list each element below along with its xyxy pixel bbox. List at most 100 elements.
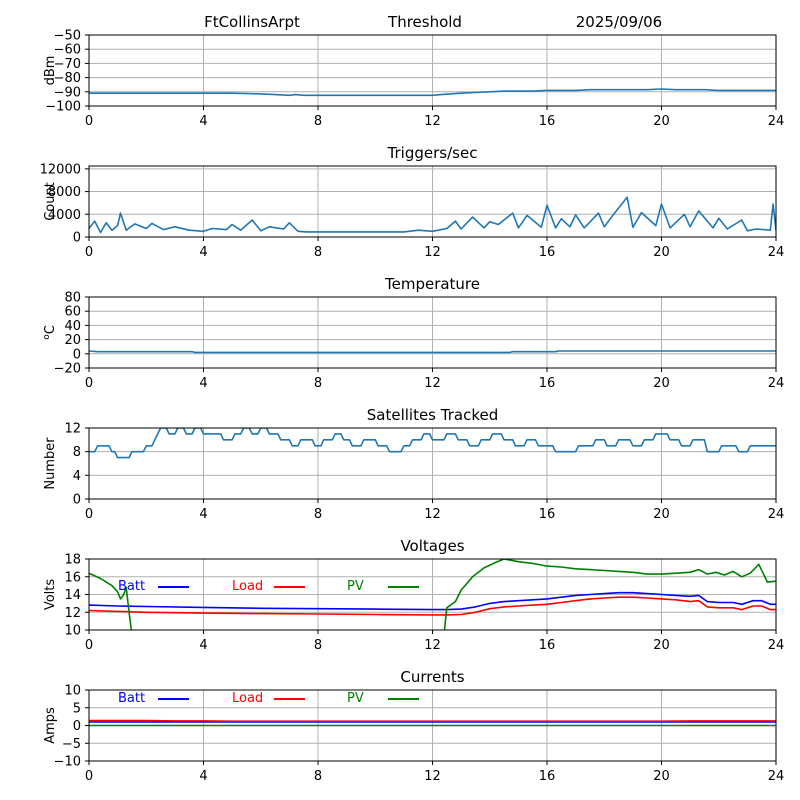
- y-tick-label: 10: [64, 684, 81, 699]
- y-axis-label: Volts: [43, 579, 58, 611]
- y-tick-label: 40: [64, 319, 81, 334]
- y-tick-label: −70: [54, 57, 81, 72]
- y-tick-label: 12000: [40, 162, 81, 177]
- chart-panel-triggers: 0 4 8 12 16 20 24 0 4000 8000 12000 Triggers/sec Cou…: [40, 144, 785, 260]
- x-tick-label: 0: [85, 638, 93, 653]
- x-tick-label: 24: [768, 507, 785, 522]
- x-tick-label: 20: [653, 245, 670, 260]
- x-tick-label: 24: [768, 638, 785, 653]
- panel-title: Currents: [400, 668, 464, 686]
- y-tick-label: −60: [54, 43, 81, 58]
- series-line-triggers: [89, 196, 776, 234]
- x-tick-label: 8: [314, 507, 322, 522]
- panel-title: Satellites Tracked: [367, 406, 498, 424]
- y-tick-label: 80: [64, 291, 81, 306]
- y-tick-label: −50: [54, 29, 81, 44]
- legend-label-load: Load: [232, 579, 263, 594]
- x-tick-label: 8: [314, 114, 322, 129]
- x-tick-label: 12: [424, 507, 441, 522]
- x-tick-label: 24: [768, 769, 785, 784]
- x-tick-label: 24: [768, 376, 785, 391]
- station-name: FtCollinsArpt: [204, 13, 300, 31]
- series-line-load: [89, 596, 776, 616]
- series-line-load: [89, 719, 776, 723]
- y-tick-label: −10: [54, 755, 81, 770]
- x-tick-label: 16: [539, 507, 556, 522]
- x-tick-label: 0: [85, 245, 93, 260]
- x-tick-label: 20: [653, 114, 670, 129]
- y-tick-label: 5: [73, 701, 81, 716]
- y-tick-label: 16: [64, 570, 81, 585]
- x-tick-label: 12: [424, 769, 441, 784]
- x-tick-label: 16: [539, 769, 556, 784]
- x-tick-label: 16: [539, 245, 556, 260]
- chart-panel-currents: 0 4 8 12 16 20 24 −10 −5 0 5 10 Currents Amps Batt Load…: [43, 668, 784, 784]
- x-tick-label: 8: [314, 638, 322, 653]
- legend-label-pv: PV: [347, 579, 364, 594]
- x-tick-label: 12: [424, 376, 441, 391]
- panel-title: Triggers/sec: [387, 144, 478, 162]
- figure-date: 2025/09/06: [576, 13, 662, 31]
- panel-title: Temperature: [384, 275, 480, 293]
- y-axis-label: Count: [43, 182, 58, 221]
- x-tick-label: 12: [424, 114, 441, 129]
- x-tick-label: 4: [199, 769, 207, 784]
- legend-label-batt: Batt: [118, 691, 145, 706]
- x-tick-label: 12: [424, 245, 441, 260]
- x-tick-label: 8: [314, 245, 322, 260]
- y-tick-label: 12: [64, 422, 81, 437]
- x-tick-label: 8: [314, 769, 322, 784]
- x-tick-label: 20: [653, 507, 670, 522]
- chart-panel-threshold: 0 4 8 12 16 20 24 −100−90−80−70−60−50 dBm: [43, 29, 784, 130]
- x-tick-label: 16: [539, 114, 556, 129]
- figure-title: Threshold: [387, 13, 462, 31]
- y-tick-label: 0: [73, 719, 81, 734]
- y-tick-label: 0: [73, 493, 81, 508]
- y-axis-label: dBm: [43, 56, 58, 86]
- y-tick-label: −90: [54, 85, 81, 100]
- y-axis-label: Amps: [43, 707, 58, 744]
- y-tick-label: −80: [54, 71, 81, 86]
- y-tick-label: −5: [62, 737, 81, 752]
- series-line-threshold: [89, 88, 776, 97]
- x-tick-label: 0: [85, 114, 93, 129]
- y-tick-label: 0: [73, 347, 81, 362]
- y-tick-label: 14: [64, 588, 81, 603]
- x-tick-label: 0: [85, 769, 93, 784]
- x-tick-label: 20: [653, 638, 670, 653]
- x-tick-label: 16: [539, 638, 556, 653]
- y-tick-label: −20: [54, 362, 81, 377]
- legend-label-batt: Batt: [118, 579, 145, 594]
- series-line-batt: [89, 591, 776, 611]
- y-axis-label: oC: [42, 325, 58, 340]
- y-tick-label: 20: [64, 333, 81, 348]
- y-tick-label: 8000: [48, 185, 81, 200]
- chart-panel-satellites: 0 4 8 12 16 20 24 0 4 8 12 Satellites Tracked Number: [43, 406, 784, 522]
- x-tick-label: 24: [768, 114, 785, 129]
- legend-label-load: Load: [232, 691, 263, 706]
- panel-title: Voltages: [400, 537, 464, 555]
- y-tick-label: 4: [73, 469, 81, 484]
- y-tick-label: 10: [64, 624, 81, 639]
- x-tick-label: 0: [85, 376, 93, 391]
- chart-panel-voltages: 0 4 8 12 16 20 24 10 12 14 16 18 Voltages Volts Batt Lo…: [43, 537, 784, 653]
- x-tick-label: 24: [768, 245, 785, 260]
- x-tick-label: 16: [539, 376, 556, 391]
- x-tick-label: 4: [199, 507, 207, 522]
- y-tick-label: 18: [64, 553, 81, 568]
- y-tick-label: 60: [64, 305, 81, 320]
- x-tick-label: 20: [653, 376, 670, 391]
- x-tick-label: 12: [424, 638, 441, 653]
- legend-label-pv: PV: [347, 691, 364, 706]
- y-tick-label: 12: [64, 606, 81, 621]
- y-tick-label: 4000: [48, 208, 81, 223]
- series-line-pv: [89, 559, 776, 630]
- series-line-satellites: [89, 428, 776, 459]
- y-tick-label: 0: [73, 231, 81, 246]
- y-tick-label: 8: [73, 445, 81, 460]
- x-tick-label: 4: [199, 638, 207, 653]
- y-axis-label: Number: [43, 437, 58, 490]
- x-tick-label: 20: [653, 769, 670, 784]
- x-tick-label: 4: [199, 376, 207, 391]
